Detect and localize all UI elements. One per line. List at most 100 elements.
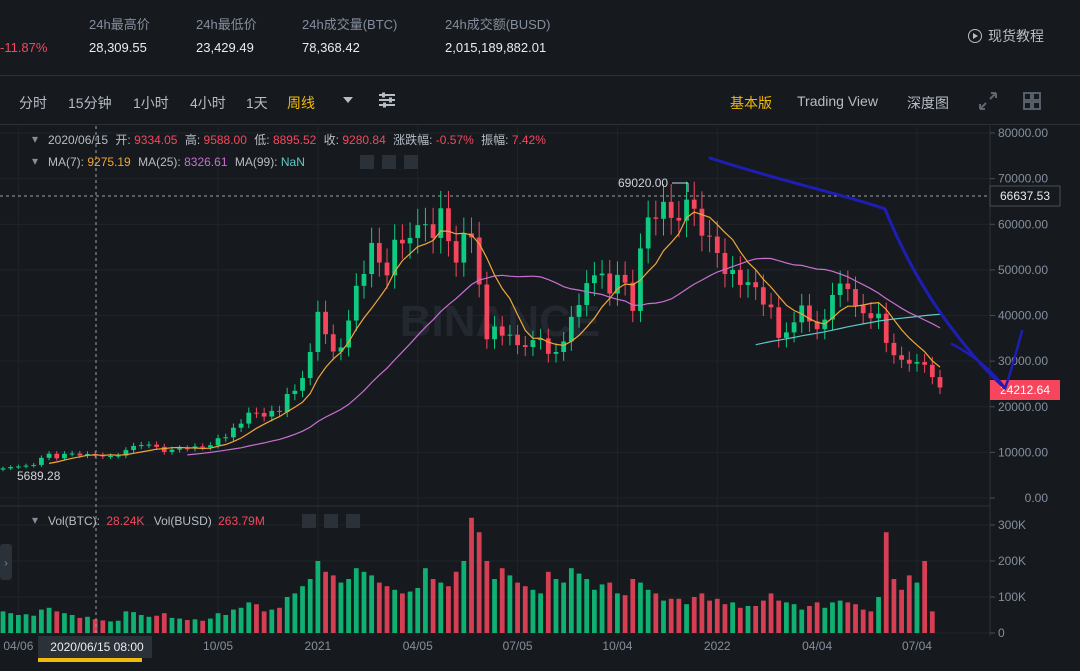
- volume-bar: [446, 586, 451, 633]
- crosshair-price-label: 66637.53: [1000, 189, 1050, 203]
- volume-bar: [115, 620, 121, 633]
- price-chart[interactable]: BINANCE 80000.00 70000.00 60000.00 50000.00…: [0, 126, 1080, 671]
- stat-label: 24h成交量(BTC): [302, 17, 398, 32]
- volume-bar: [169, 617, 175, 633]
- ma-caret[interactable]: ▾: [32, 154, 38, 168]
- candle-body: [300, 378, 305, 391]
- timeframe-4h[interactable]: 4小时: [190, 95, 226, 111]
- x-tick-label: 2021: [305, 639, 332, 653]
- candle-body: [661, 201, 666, 219]
- vol-settings-icon[interactable]: [302, 514, 316, 528]
- x-tick-label: 10/04: [602, 639, 632, 653]
- volume-bar: [108, 621, 113, 633]
- play-circle-icon: [968, 29, 982, 43]
- y-tick-label: 10000.00: [998, 445, 1048, 459]
- timeframe-1d[interactable]: 1天: [246, 95, 268, 111]
- volume-bar: [868, 611, 874, 633]
- timeframe-tick[interactable]: 分时: [19, 95, 47, 111]
- timeframe-1h[interactable]: 1小时: [133, 95, 169, 111]
- crosshair-time-accent: [38, 658, 142, 662]
- stat-label: 24h成交额(BUSD): [445, 17, 551, 32]
- vol-visibility-icon[interactable]: [324, 514, 338, 528]
- ohlc-close-label: 收:: [324, 133, 339, 147]
- candle-body: [722, 252, 728, 274]
- candle-body: [215, 438, 221, 446]
- view-tradingview[interactable]: Trading View: [797, 93, 878, 109]
- candle-body: [807, 305, 812, 322]
- volume-bar: [630, 579, 636, 633]
- ma-settings-icon[interactable]: [360, 155, 374, 169]
- candle-body: [868, 313, 874, 319]
- ohlc-open: 9334.05: [134, 133, 178, 147]
- fullscreen-icon[interactable]: [978, 91, 998, 111]
- timeframe-15m[interactable]: 15分钟: [68, 95, 112, 111]
- candle-body: [461, 233, 467, 263]
- volume-bar: [760, 600, 766, 633]
- candle-body: [254, 412, 259, 414]
- volume-bar: [177, 618, 183, 633]
- view-basic[interactable]: 基本版: [730, 95, 772, 111]
- candle-body: [184, 448, 190, 450]
- candle-body: [522, 345, 528, 347]
- spot-tutorial-link[interactable]: 现货教程: [968, 26, 1044, 46]
- hand-drawn-trend-line: [708, 156, 1007, 390]
- ohlc-line: 2020/06/15 开: 9334.05 高: 9588.00 低: 8895…: [48, 132, 546, 147]
- grid-layout-icon[interactable]: [1022, 91, 1042, 111]
- candle-body: [323, 311, 328, 335]
- candle-body: [207, 445, 213, 448]
- volume-bar: [737, 607, 743, 633]
- volume-bar: [131, 612, 136, 633]
- volume-bar: [376, 582, 382, 633]
- candle-body: [123, 450, 129, 456]
- candle-body: [922, 362, 928, 365]
- volume-bar: [699, 593, 705, 633]
- ma-visibility-icon[interactable]: [382, 155, 396, 169]
- candle-body: [814, 321, 820, 330]
- volume-bar: [284, 597, 290, 633]
- vol-close-icon[interactable]: [346, 514, 360, 528]
- volume-bar: [507, 575, 513, 633]
- timeframe-1w[interactable]: 周线: [287, 95, 315, 111]
- volume-bar: [484, 561, 490, 633]
- candle-body: [369, 242, 375, 274]
- settings-sliders-icon[interactable]: [378, 91, 396, 109]
- x-tick-label: 04/04: [802, 639, 832, 653]
- candle-body: [899, 355, 904, 360]
- ma-close-icon[interactable]: [404, 155, 418, 169]
- chevron-down-icon[interactable]: [343, 97, 353, 103]
- volume-bar: [146, 616, 152, 633]
- ma-line: MA(7): 9275.19 MA(25): 8326.61 MA(99): N…: [48, 155, 305, 169]
- candle-body: [31, 464, 37, 466]
- candle-body: [15, 466, 21, 468]
- candle-body: [330, 334, 336, 352]
- hand-drawn-arrow: [950, 329, 1024, 391]
- ohlc-caret[interactable]: ▾: [32, 132, 38, 146]
- volume-bar: [399, 593, 405, 633]
- volume-bar: [822, 607, 828, 633]
- stat-value: 2,015,189,882.01: [445, 40, 547, 55]
- y-tick-label: 0.00: [1025, 491, 1049, 505]
- volume-bar: [645, 589, 651, 633]
- candle-body: [676, 217, 682, 221]
- candle-body: [246, 412, 252, 424]
- view-depth[interactable]: 深度图: [907, 95, 949, 111]
- side-panel-handle[interactable]: [0, 544, 12, 580]
- candle-body: [653, 217, 659, 219]
- candle-body: [307, 352, 313, 379]
- volume-bar: [722, 604, 728, 633]
- vol-caret[interactable]: ▾: [32, 513, 38, 527]
- candle-body: [784, 332, 789, 338]
- volume-bar: [300, 586, 305, 633]
- candle-body: [553, 352, 559, 354]
- volume-axis: 300K 200K 100K 0: [990, 518, 1026, 640]
- volume-bar: [192, 619, 198, 633]
- y-tick-label: 50000.00: [998, 263, 1048, 277]
- candle-body: [853, 289, 858, 306]
- volume-bars: [0, 517, 935, 633]
- volume-bar: [85, 616, 90, 633]
- volume-bar: [184, 620, 190, 633]
- low-annotation: 5689.28: [17, 469, 61, 483]
- ohlc-high: 9588.00: [204, 133, 248, 147]
- candle-body: [476, 237, 482, 285]
- last-price-box: [990, 380, 1060, 400]
